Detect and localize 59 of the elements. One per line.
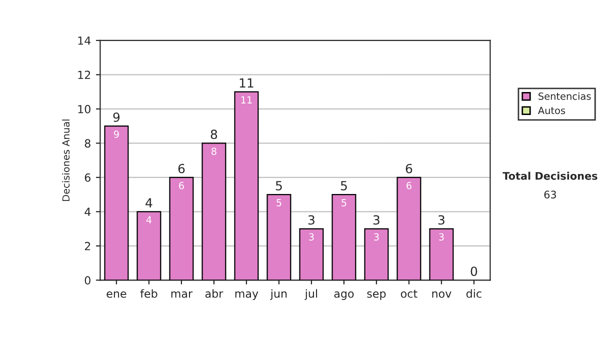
bar — [364, 228, 389, 280]
data-label: 9 — [114, 130, 119, 138]
bar — [202, 142, 226, 280]
x-tick-label: jul — [304, 289, 318, 300]
legend-label: Autos — [538, 106, 566, 114]
data-label: 11 — [241, 96, 252, 104]
data-label: 5 — [342, 199, 346, 206]
bar — [429, 228, 454, 280]
legend-label: Sentencias — [538, 92, 591, 100]
total-label: 3 — [308, 215, 314, 225]
data-label: 8 — [212, 148, 216, 155]
y-tick-label: 0 — [84, 276, 90, 285]
total-label: 3 — [438, 215, 444, 225]
x-tick-label: sep — [367, 291, 386, 300]
total-label: 3 — [373, 215, 380, 225]
y-tick-label: 10 — [78, 104, 90, 114]
y-tick-label: 14 — [78, 36, 91, 45]
bar — [299, 228, 324, 280]
bar — [104, 126, 129, 280]
total-label: 8 — [210, 130, 218, 140]
y-tick-label: 6 — [84, 173, 90, 182]
total-label: 6 — [178, 164, 185, 174]
bar — [266, 194, 292, 280]
total-label: 5 — [340, 181, 347, 190]
total-label: 6 — [406, 164, 412, 174]
x-tick-label: may — [235, 291, 258, 300]
bar — [234, 91, 259, 280]
total-label: 11 — [240, 78, 254, 88]
data-label: 3 — [374, 233, 379, 241]
data-label: 3 — [439, 233, 444, 241]
y-tick-label: 8 — [84, 139, 90, 148]
y-tick-label: 12 — [78, 70, 90, 79]
bar — [169, 176, 194, 280]
total-label: 4 — [146, 198, 152, 208]
x-tick-label: oct — [400, 290, 418, 298]
y-tick-label: 4 — [84, 208, 91, 216]
text: 63 — [544, 190, 556, 199]
total-label: 0 — [470, 266, 478, 276]
x-tick-label: nov — [432, 291, 452, 298]
x-tick-label: ene — [106, 291, 126, 298]
total-label: 5 — [276, 181, 282, 190]
data-label: 6 — [406, 182, 412, 190]
x-tick-label: dic — [466, 289, 482, 298]
x-tick-label: abr — [205, 289, 224, 298]
x-tick-label: jun — [270, 289, 287, 300]
bar — [332, 194, 356, 280]
text: Total Decisiones — [502, 172, 598, 180]
data-label: 4 — [146, 216, 152, 224]
x-tick-label: feb — [140, 289, 158, 298]
y-axis-title: Decisiones Anual — [62, 120, 70, 201]
data-label: 3 — [309, 233, 314, 241]
bar — [396, 176, 422, 280]
total-label: 9 — [113, 112, 120, 122]
y-tick-label: 2 — [84, 242, 90, 250]
bar — [136, 211, 162, 280]
data-label: 6 — [179, 182, 184, 190]
data-label: 5 — [276, 199, 282, 206]
x-tick-label: ago — [334, 291, 354, 300]
x-tick-label: mar — [171, 291, 193, 298]
